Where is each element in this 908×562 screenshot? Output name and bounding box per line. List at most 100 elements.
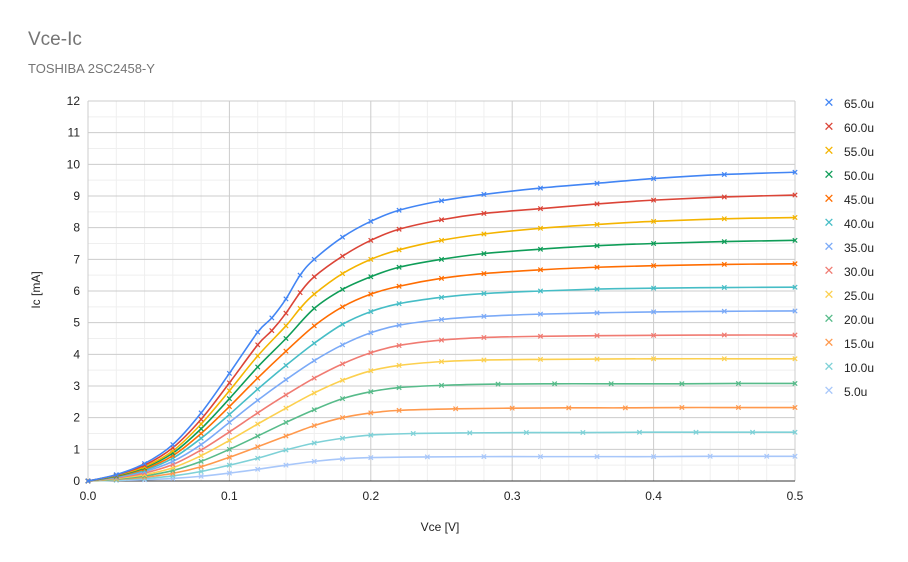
legend-label: 15.0u xyxy=(844,337,875,351)
data-point xyxy=(693,429,699,435)
data-point xyxy=(721,261,727,268)
data-point xyxy=(368,330,374,336)
data-point xyxy=(792,308,798,314)
data-point xyxy=(311,458,317,464)
legend-label: 65.0u xyxy=(844,97,875,111)
data-point xyxy=(198,441,204,448)
legend: ✕ 65.0u ✕ 60.0u ✕ 55.0u ✕ 50.0u ✕ 45.0u ✕ 40.0u ✕ 35.… xyxy=(822,92,902,404)
data-point xyxy=(594,356,600,362)
data-point xyxy=(283,462,289,468)
data-point xyxy=(368,218,374,224)
series-55.0u xyxy=(85,214,798,484)
data-point xyxy=(509,405,515,411)
data-point xyxy=(368,308,374,315)
series-line xyxy=(87,310,796,482)
data-point xyxy=(650,240,657,247)
data-point xyxy=(424,454,430,460)
series-line xyxy=(87,216,796,482)
data-point xyxy=(481,313,487,319)
data-point xyxy=(255,375,261,381)
legend-marker-icon: ✕ xyxy=(823,120,835,135)
data-point xyxy=(735,380,742,387)
data-point xyxy=(368,274,374,280)
data-point xyxy=(255,410,261,416)
legend-item: ✕ 35.0u xyxy=(822,236,902,260)
data-point xyxy=(198,426,204,432)
data-point xyxy=(226,446,233,452)
data-point xyxy=(679,381,685,387)
data-point xyxy=(523,429,529,436)
y-tick-label: 1 xyxy=(73,442,80,456)
data-point xyxy=(721,194,727,200)
x-axis-label: Vce [V] xyxy=(421,520,460,534)
series-45.0u xyxy=(85,261,798,484)
data-point xyxy=(594,243,600,249)
data-point xyxy=(255,364,261,370)
data-point xyxy=(735,404,742,411)
data-point xyxy=(297,289,303,296)
data-point xyxy=(721,238,727,245)
x-tick-label: 0.4 xyxy=(645,489,662,503)
legend-item: ✕ 60.0u xyxy=(822,116,902,140)
data-point xyxy=(283,323,289,329)
legend-label: 25.0u xyxy=(844,289,875,303)
data-point xyxy=(226,419,233,426)
data-point xyxy=(650,263,657,269)
data-point xyxy=(283,433,289,439)
y-tick-label: 10 xyxy=(67,157,81,171)
data-point xyxy=(226,380,233,386)
y-tick-label: 6 xyxy=(73,284,80,298)
data-point xyxy=(255,353,261,359)
legend-item: ✕ 55.0u xyxy=(822,140,902,164)
data-point xyxy=(311,440,317,446)
data-point xyxy=(396,362,402,369)
series-35.0u xyxy=(85,308,798,484)
data-point xyxy=(226,396,233,402)
series-layer xyxy=(85,169,798,484)
data-point xyxy=(283,377,289,383)
data-point xyxy=(255,455,261,461)
series-line xyxy=(87,357,795,482)
data-point xyxy=(792,453,798,459)
y-axis-label: Ic [mA] xyxy=(29,271,43,308)
data-point xyxy=(226,429,233,435)
data-point xyxy=(537,333,544,339)
legend-marker-icon: ✕ xyxy=(823,240,835,255)
data-point xyxy=(721,171,727,178)
data-point xyxy=(396,301,402,307)
y-tick-label: 8 xyxy=(73,221,80,235)
data-point xyxy=(594,333,600,339)
data-point xyxy=(297,305,303,312)
legend-marker-icon: ✕ xyxy=(823,312,835,327)
legend-item: ✕ 45.0u xyxy=(822,188,902,212)
data-point xyxy=(594,221,600,228)
data-point xyxy=(792,237,798,243)
data-point xyxy=(636,429,643,435)
legend-marker-icon: ✕ xyxy=(823,264,835,279)
data-point xyxy=(650,197,657,203)
data-point xyxy=(481,357,487,363)
y-tick-label: 12 xyxy=(67,94,81,108)
legend-item: ✕ 65.0u xyxy=(822,92,902,116)
data-point xyxy=(566,405,572,411)
x-tick-label: 0.0 xyxy=(80,489,97,503)
data-point xyxy=(283,335,289,342)
data-point xyxy=(311,358,317,364)
legend-label: 40.0u xyxy=(844,217,875,231)
chart-subtitle: TOSHIBA 2SC2458-Y xyxy=(28,61,155,76)
data-point xyxy=(198,468,204,475)
x-tick-label: 0.5 xyxy=(787,489,804,503)
data-point xyxy=(721,284,727,291)
data-point xyxy=(255,386,261,392)
legend-label: 5.0u xyxy=(844,385,868,399)
data-point xyxy=(650,332,657,338)
y-tick-label: 11 xyxy=(68,126,81,140)
legend-marker-icon: ✕ xyxy=(823,96,835,111)
data-point xyxy=(467,430,473,436)
data-point xyxy=(537,288,544,294)
data-point xyxy=(283,447,289,453)
data-point xyxy=(255,466,261,472)
data-point xyxy=(650,218,657,224)
